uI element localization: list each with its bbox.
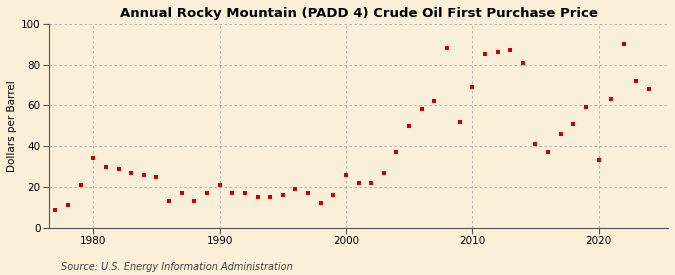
- Point: [391, 150, 402, 155]
- Point: [163, 199, 174, 204]
- Point: [593, 158, 604, 163]
- Point: [644, 87, 655, 91]
- Point: [50, 208, 61, 213]
- Point: [543, 150, 554, 155]
- Point: [416, 107, 427, 112]
- Y-axis label: Dollars per Barrel: Dollars per Barrel: [7, 80, 17, 172]
- Point: [340, 172, 351, 177]
- Point: [88, 156, 99, 161]
- Point: [277, 193, 288, 197]
- Point: [227, 191, 238, 195]
- Point: [618, 42, 629, 46]
- Point: [265, 195, 275, 199]
- Point: [126, 170, 136, 175]
- Point: [290, 187, 301, 191]
- Text: Source: U.S. Energy Information Administration: Source: U.S. Energy Information Administ…: [61, 262, 292, 271]
- Point: [101, 164, 111, 169]
- Point: [63, 203, 74, 208]
- Point: [479, 52, 490, 57]
- Point: [189, 199, 200, 204]
- Point: [252, 195, 263, 199]
- Point: [454, 120, 465, 124]
- Point: [353, 181, 364, 185]
- Title: Annual Rocky Mountain (PADD 4) Crude Oil First Purchase Price: Annual Rocky Mountain (PADD 4) Crude Oil…: [119, 7, 597, 20]
- Point: [530, 142, 541, 146]
- Point: [240, 191, 250, 195]
- Point: [214, 183, 225, 187]
- Point: [113, 166, 124, 171]
- Point: [441, 46, 452, 51]
- Point: [366, 181, 377, 185]
- Point: [379, 170, 389, 175]
- Point: [467, 85, 478, 89]
- Point: [138, 172, 149, 177]
- Point: [176, 191, 187, 195]
- Point: [568, 122, 578, 126]
- Point: [302, 191, 313, 195]
- Point: [605, 97, 616, 101]
- Point: [75, 183, 86, 187]
- Point: [404, 123, 414, 128]
- Point: [492, 50, 503, 55]
- Point: [315, 201, 326, 205]
- Point: [556, 132, 566, 136]
- Point: [580, 105, 591, 110]
- Point: [505, 48, 516, 53]
- Point: [151, 175, 162, 179]
- Point: [202, 191, 213, 195]
- Point: [517, 60, 528, 65]
- Point: [328, 193, 339, 197]
- Point: [631, 79, 642, 83]
- Point: [429, 99, 439, 104]
